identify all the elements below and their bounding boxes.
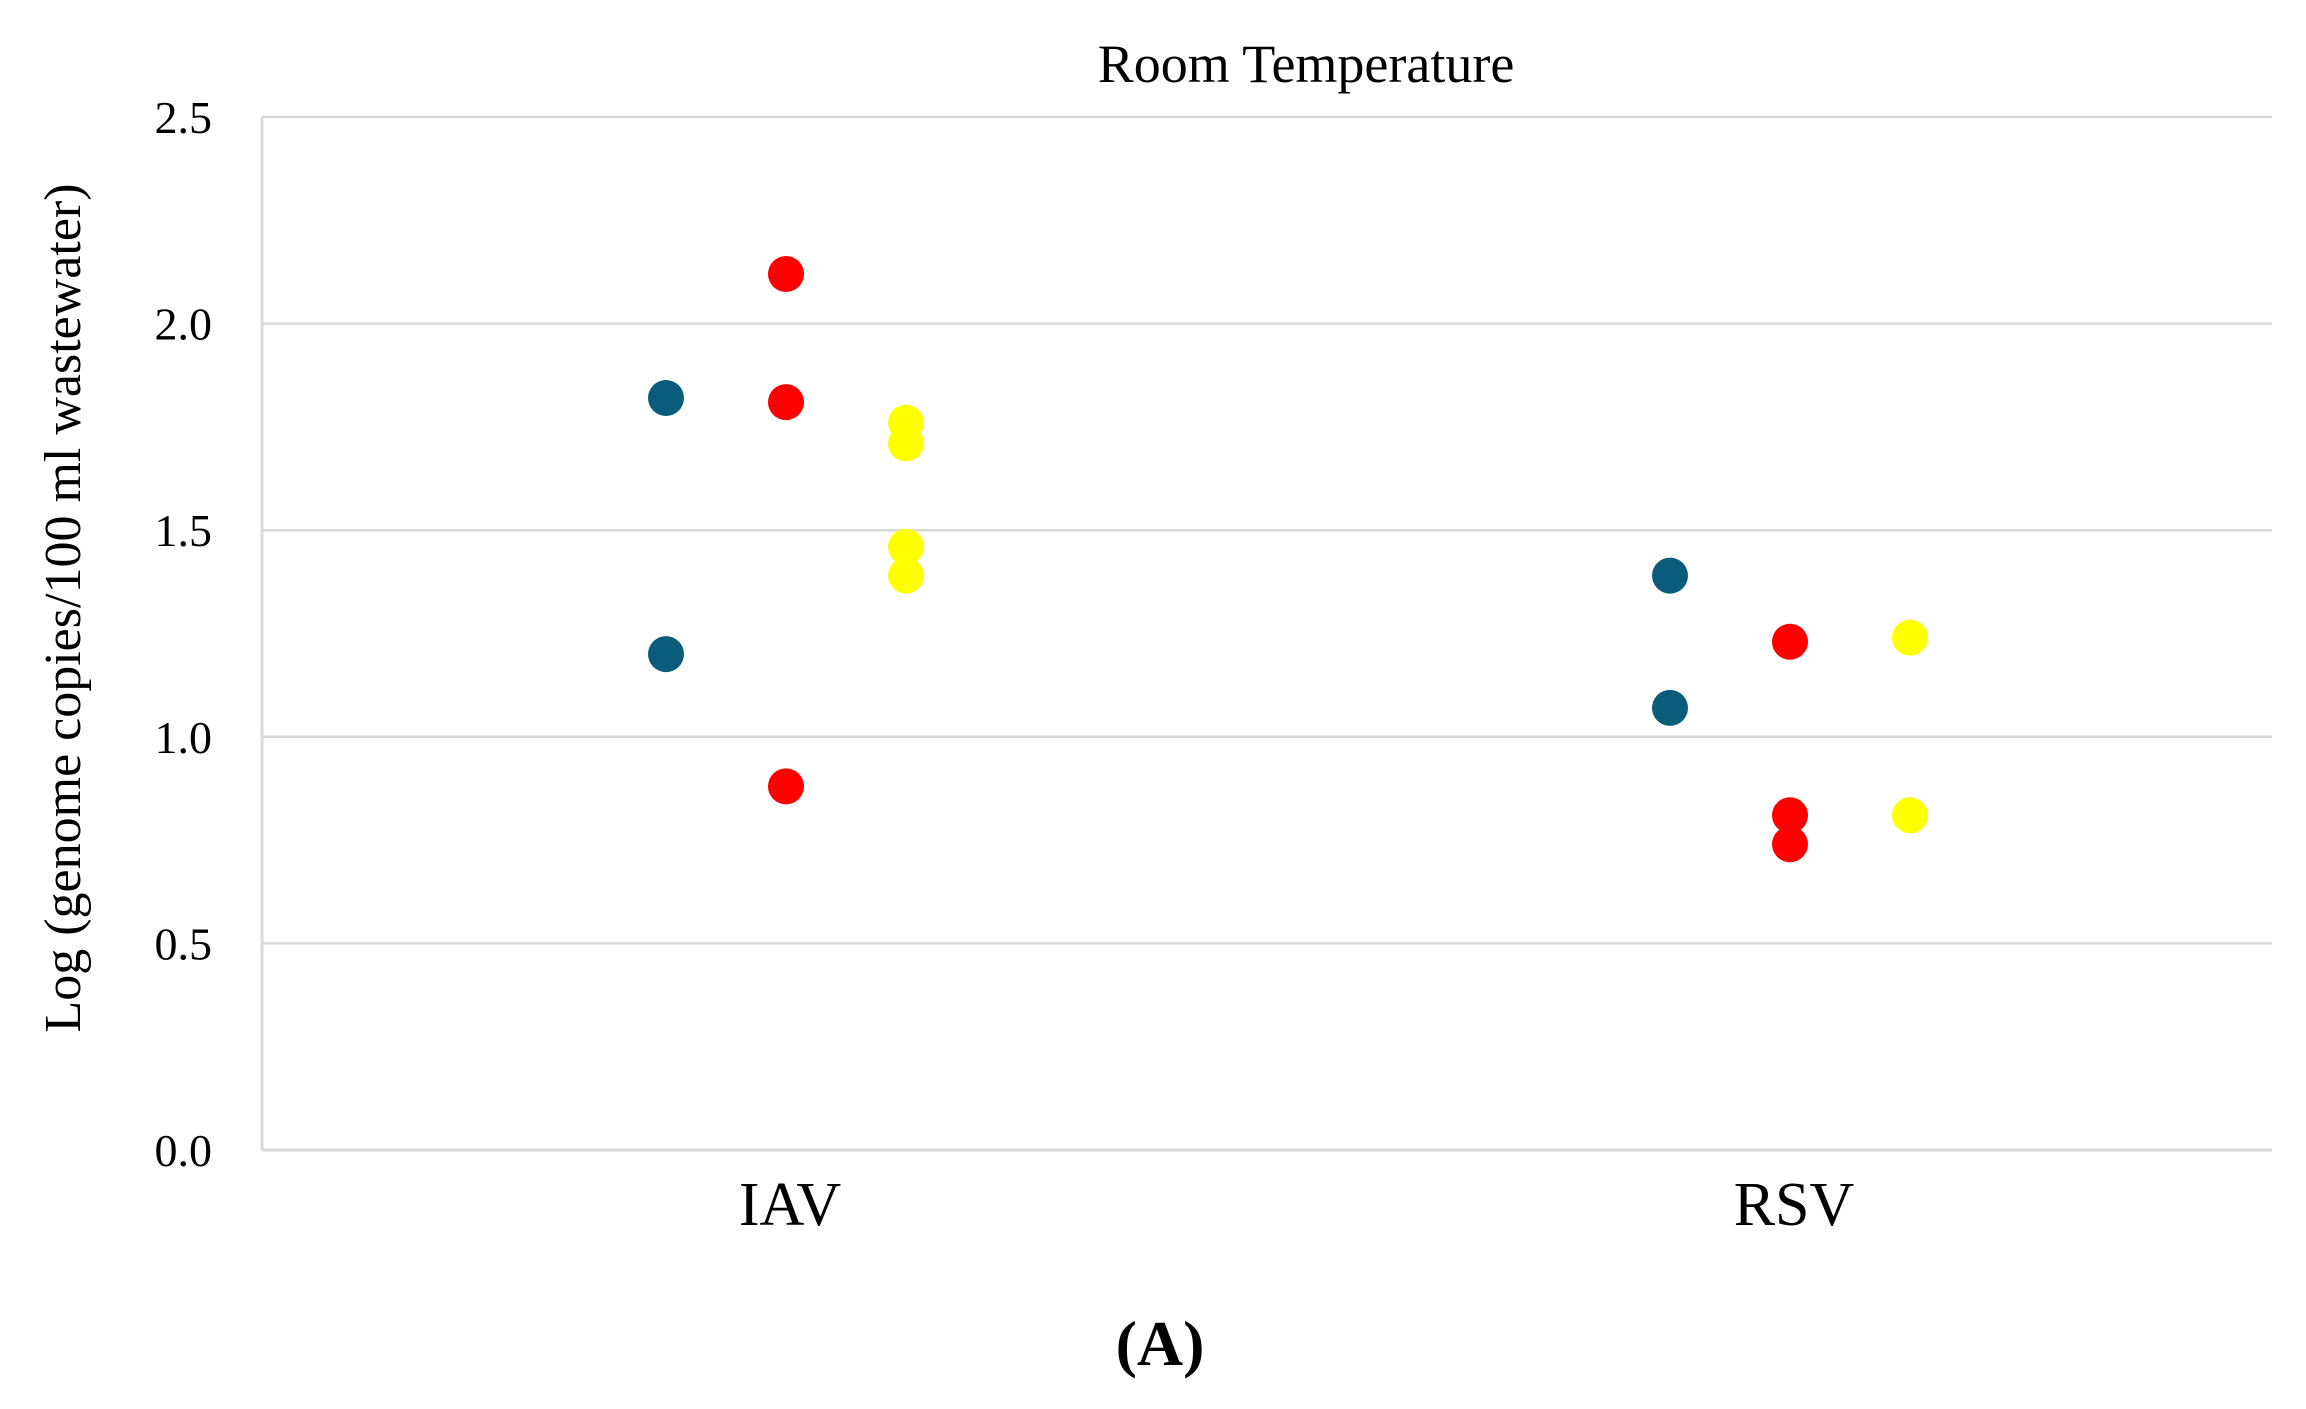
y-tick-label: 1.0	[155, 712, 213, 763]
chart-title: Room Temperature	[1098, 34, 1515, 94]
data-point	[1772, 826, 1808, 863]
data-point	[648, 636, 684, 673]
data-point	[768, 384, 804, 421]
data-point	[1772, 797, 1808, 834]
data-point	[888, 528, 924, 565]
y-axis-label: Log (genome copies/100 ml wastewater)	[35, 183, 92, 1032]
data-points	[648, 256, 1928, 863]
data-point	[648, 379, 684, 416]
x-tick-label-iav: IAV	[739, 1171, 841, 1239]
data-point	[888, 425, 924, 462]
y-tick-label: 1.5	[155, 505, 213, 556]
axes: 0.0 0.5 1.0 1.5 2.0 2.5 IAV RSV	[155, 92, 2272, 1239]
y-tick-label: 0.5	[155, 918, 213, 969]
data-point	[768, 768, 804, 805]
y-tick-label: 2.0	[155, 299, 213, 350]
data-point	[768, 256, 804, 293]
y-tick-label: 2.5	[155, 92, 213, 143]
data-point	[1892, 797, 1928, 834]
data-point	[1652, 689, 1688, 726]
data-point	[1892, 619, 1928, 656]
x-tick-label-rsv: RSV	[1734, 1171, 1855, 1239]
data-point	[1652, 557, 1688, 594]
y-tick-label: 0.0	[155, 1125, 213, 1176]
panel-label: (A)	[1116, 1308, 1205, 1379]
gridlines	[262, 115, 2272, 945]
data-point	[888, 557, 924, 594]
data-point	[1772, 623, 1808, 660]
